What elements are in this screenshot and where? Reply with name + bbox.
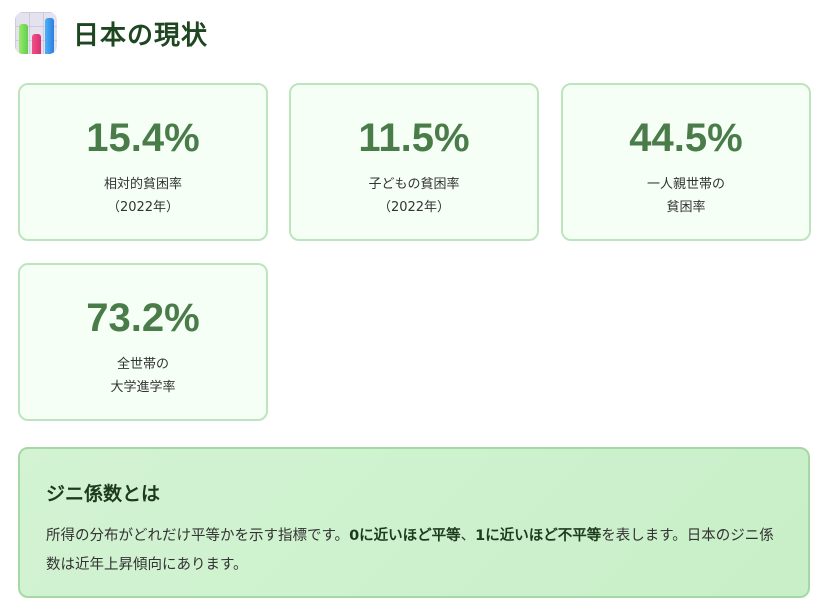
stat-card-child-poverty: 11.5% 子どもの貧困率 （2022年） <box>289 83 539 241</box>
stat-label: 子どもの貧困率 （2022年） <box>368 177 460 215</box>
stat-label: 相対的貧困率 （2022年） <box>103 177 182 215</box>
header: 日本の現状 <box>15 12 208 54</box>
stat-card-university-rate: 73.2% 全世帯の 大学進学率 <box>18 263 268 421</box>
stat-value: 11.5% <box>358 116 470 160</box>
gini-info-box: ジニ係数とは 所得の分布がどれだけ平等かを示す指標です。0に近いほど平等、1に近… <box>18 447 810 598</box>
stat-value: 73.2% <box>86 296 200 340</box>
stat-label: 一人親世帯の 貧困率 <box>646 177 725 215</box>
info-text: 所得の分布がどれだけ平等かを示す指標です。0に近いほど平等、1に近いほど不平等を… <box>46 528 774 573</box>
stat-card-single-parent-poverty: 44.5% 一人親世帯の 貧困率 <box>561 83 811 241</box>
stat-value: 15.4% <box>86 116 200 160</box>
stat-label: 全世帯の 大学進学率 <box>110 357 176 395</box>
stat-card-relative-poverty: 15.4% 相対的貧困率 （2022年） <box>18 83 268 241</box>
info-title: ジニ係数とは <box>46 483 161 505</box>
stat-value: 44.5% <box>629 116 743 160</box>
bar-chart-icon <box>15 12 57 54</box>
page-title: 日本の現状 <box>73 20 209 51</box>
